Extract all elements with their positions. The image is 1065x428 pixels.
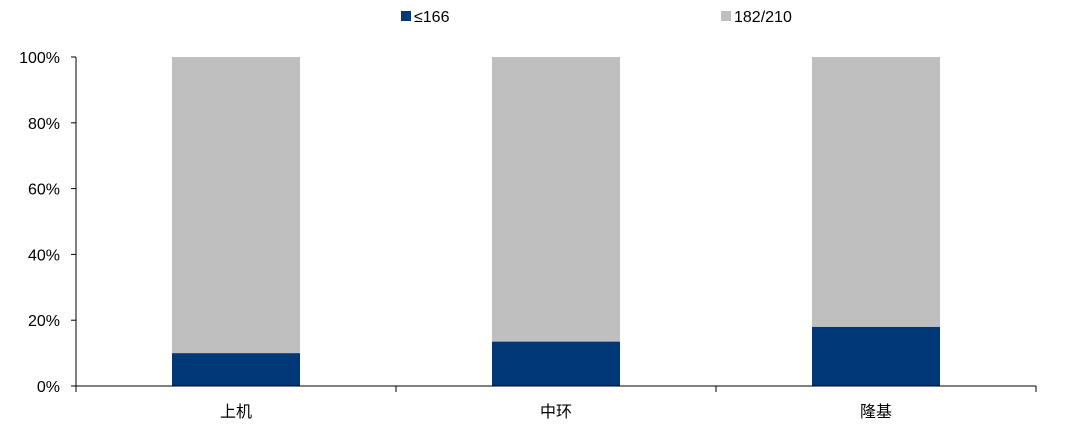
y-tick-label: 20% [28,313,60,330]
y-tick-label: 80% [28,116,60,133]
y-tick-label: 40% [28,247,60,264]
bar-le166-0 [172,353,300,386]
bar-182-210-0 [172,57,300,354]
x-category-label: 中环 [540,402,572,421]
x-category-label: 上机 [220,402,252,421]
x-labels: 上机 中环 隆基 [220,402,892,421]
y-tick-label: 100% [19,50,60,67]
bar-182-210-2 [812,57,940,327]
legend: ≤166 182/210 [401,9,792,26]
bar-182-210-1 [492,57,620,342]
axes: 0% 20% 40% 60% 80% 100% 上机 中环 隆基 [19,50,1037,421]
bars [172,57,940,386]
legend-label-le166: ≤166 [414,9,450,26]
x-ticks [75,386,1037,392]
legend-swatch-le166 [401,11,411,21]
y-tick-label: 0% [37,379,60,396]
bar-le166-1 [492,341,620,386]
x-category-label: 隆基 [860,402,892,421]
bar-le166-2 [812,326,940,386]
legend-label-182-210: 182/210 [734,9,792,26]
y-tick-label: 60% [28,182,60,199]
legend-swatch-182-210 [721,11,731,21]
y-ticks: 0% 20% 40% 60% 80% 100% [19,50,76,396]
